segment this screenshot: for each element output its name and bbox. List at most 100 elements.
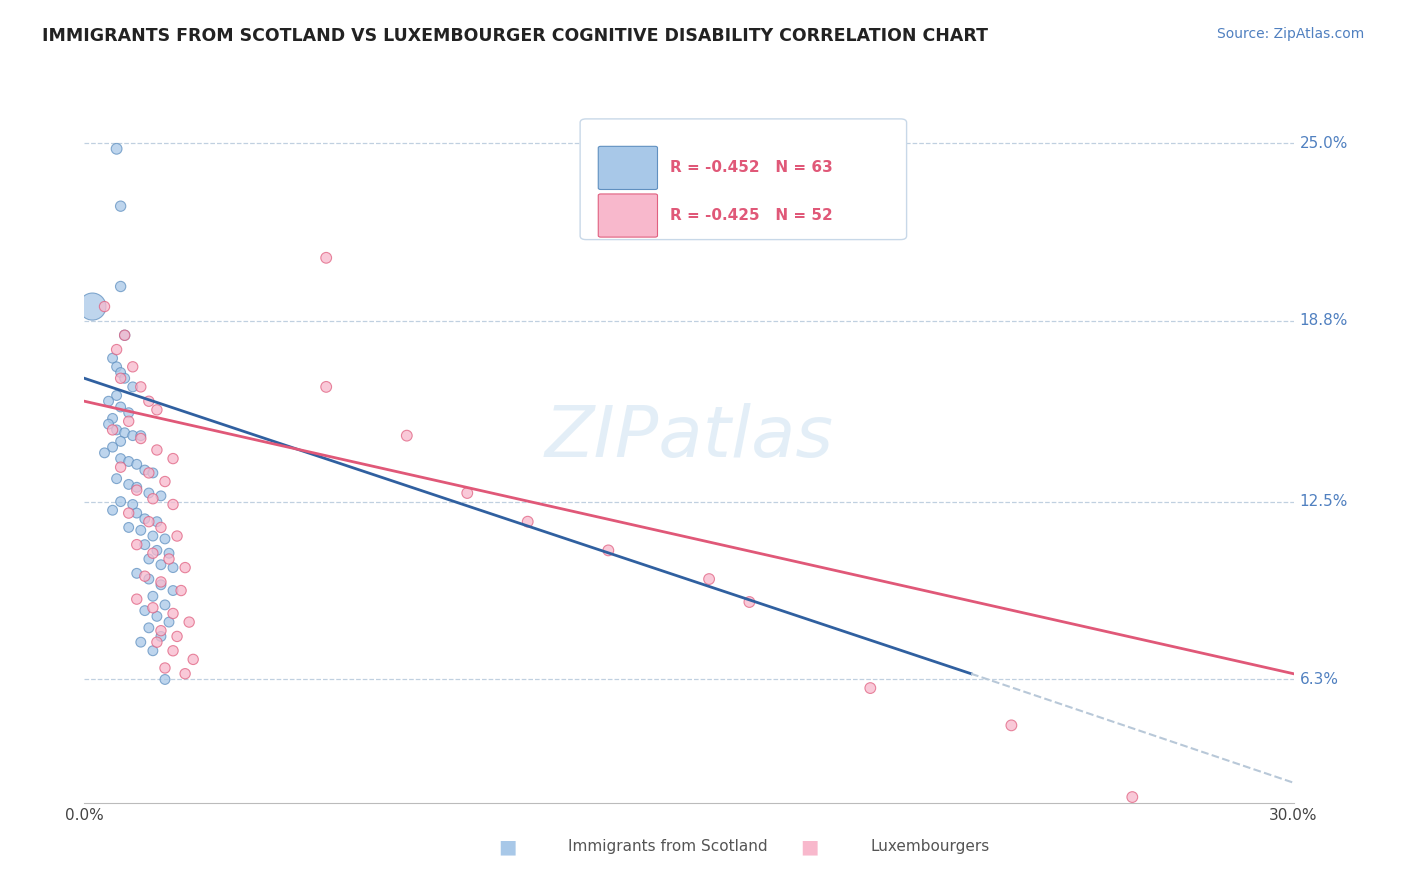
Point — [138, 621, 160, 635]
Point — [101, 411, 124, 425]
Point — [125, 566, 148, 581]
Text: ■: ■ — [498, 838, 517, 856]
FancyBboxPatch shape — [599, 146, 658, 189]
Point — [157, 546, 180, 560]
Point — [105, 388, 128, 402]
Point — [157, 552, 180, 566]
Point — [162, 498, 184, 512]
Point — [110, 366, 132, 380]
Point — [516, 515, 538, 529]
Point — [118, 414, 141, 428]
Point — [315, 251, 337, 265]
Point — [142, 600, 165, 615]
Point — [1121, 790, 1143, 805]
Point — [142, 589, 165, 603]
Point — [101, 351, 124, 366]
Point — [166, 629, 188, 643]
Text: 6.3%: 6.3% — [1299, 672, 1339, 687]
Point — [129, 428, 152, 442]
Point — [146, 543, 169, 558]
Point — [110, 279, 132, 293]
Point — [134, 463, 156, 477]
Point — [162, 583, 184, 598]
Point — [101, 423, 124, 437]
Point — [153, 598, 176, 612]
Point — [129, 524, 152, 538]
Point — [114, 425, 136, 440]
Point — [125, 458, 148, 472]
Point — [697, 572, 720, 586]
Point — [138, 466, 160, 480]
Point — [110, 199, 132, 213]
Point — [149, 624, 172, 638]
Point — [315, 380, 337, 394]
Point — [859, 681, 882, 695]
Point — [105, 142, 128, 156]
Point — [138, 486, 160, 500]
Point — [142, 546, 165, 560]
Text: R = -0.452   N = 63: R = -0.452 N = 63 — [669, 161, 832, 176]
Point — [110, 434, 132, 449]
Point — [146, 609, 169, 624]
Point — [395, 428, 418, 442]
Point — [162, 607, 184, 621]
Text: Source: ZipAtlas.com: Source: ZipAtlas.com — [1216, 27, 1364, 41]
Point — [118, 454, 141, 468]
Point — [166, 529, 188, 543]
Point — [138, 394, 160, 409]
Point — [153, 661, 176, 675]
Point — [125, 592, 148, 607]
Point — [110, 460, 132, 475]
Point — [82, 300, 104, 314]
Point — [114, 371, 136, 385]
Point — [134, 604, 156, 618]
Point — [162, 560, 184, 574]
FancyBboxPatch shape — [581, 119, 907, 240]
Point — [142, 466, 165, 480]
Point — [149, 629, 172, 643]
Point — [93, 300, 115, 314]
Point — [121, 380, 143, 394]
Point — [142, 491, 165, 506]
Point — [121, 498, 143, 512]
Text: ZIPatlas: ZIPatlas — [544, 402, 834, 472]
Point — [153, 475, 176, 489]
Point — [134, 569, 156, 583]
FancyBboxPatch shape — [599, 194, 658, 237]
Text: Luxembourgers: Luxembourgers — [870, 839, 990, 855]
Point — [146, 515, 169, 529]
Point — [149, 558, 172, 572]
Text: IMMIGRANTS FROM SCOTLAND VS LUXEMBOURGER COGNITIVE DISABILITY CORRELATION CHART: IMMIGRANTS FROM SCOTLAND VS LUXEMBOURGER… — [42, 27, 988, 45]
Text: ■: ■ — [800, 838, 820, 856]
Point — [118, 477, 141, 491]
Point — [93, 446, 115, 460]
Text: R = -0.425   N = 52: R = -0.425 N = 52 — [669, 208, 832, 223]
Point — [153, 532, 176, 546]
Point — [101, 440, 124, 454]
Point — [149, 578, 172, 592]
Point — [598, 543, 620, 558]
Point — [129, 635, 152, 649]
Point — [157, 615, 180, 629]
Point — [105, 423, 128, 437]
Text: 25.0%: 25.0% — [1299, 136, 1348, 151]
Point — [105, 359, 128, 374]
Text: 12.5%: 12.5% — [1299, 494, 1348, 509]
Point — [118, 406, 141, 420]
Point — [138, 572, 160, 586]
Point — [149, 574, 172, 589]
Point — [125, 483, 148, 497]
Text: 18.8%: 18.8% — [1299, 313, 1348, 328]
Point — [125, 506, 148, 520]
Text: Immigrants from Scotland: Immigrants from Scotland — [568, 839, 768, 855]
Point — [146, 402, 169, 417]
Point — [153, 673, 176, 687]
Point — [179, 615, 201, 629]
Point — [456, 486, 478, 500]
Point — [138, 552, 160, 566]
Point — [1000, 718, 1022, 732]
Point — [142, 529, 165, 543]
Point — [114, 328, 136, 343]
Point — [149, 520, 172, 534]
Point — [129, 380, 152, 394]
